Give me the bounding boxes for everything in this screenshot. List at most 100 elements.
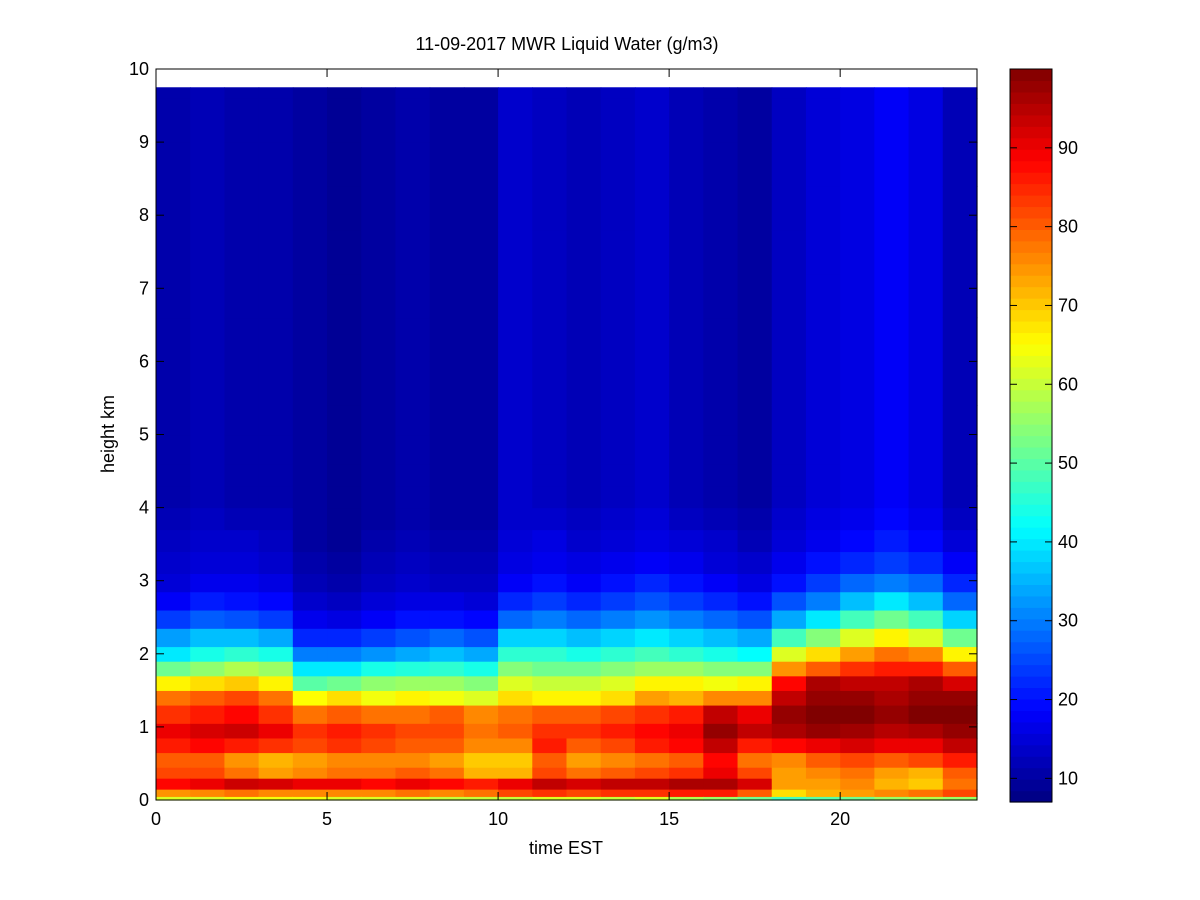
heatmap-cell	[669, 142, 704, 187]
heatmap-cell	[258, 434, 294, 465]
heatmap-cell	[463, 273, 499, 319]
heatmap-cell	[498, 185, 533, 231]
heatmap-cell	[771, 507, 807, 531]
heatmap-cell	[498, 767, 533, 779]
heatmap-cell	[463, 723, 499, 739]
heatmap-cell	[327, 273, 362, 319]
heatmap-cell	[634, 591, 670, 611]
heatmap-cell	[737, 737, 773, 754]
heatmap-cell	[292, 361, 328, 406]
colorbar-band	[1010, 630, 1052, 643]
colorbar-band	[1010, 733, 1052, 746]
heatmap-cell	[566, 87, 602, 99]
heatmap-cell	[805, 609, 841, 629]
heatmap-cell	[942, 704, 978, 724]
heatmap-cell	[908, 317, 944, 362]
heatmap-cell	[566, 723, 602, 739]
heatmap-cell	[669, 87, 704, 99]
x-axis-ticks: 0 5 10 15 20	[151, 69, 850, 829]
heatmap-cell	[395, 529, 431, 553]
heatmap-cell	[532, 142, 568, 187]
heatmap-cell	[498, 796, 533, 801]
heatmap-cell	[258, 789, 294, 797]
heatmap-cell	[771, 778, 807, 790]
heatmap-cell	[908, 752, 944, 768]
heatmap-cell	[395, 485, 431, 509]
heatmap-cell	[942, 87, 978, 99]
heatmap-cell	[566, 551, 602, 574]
heatmap-cell	[771, 767, 807, 779]
heatmap-cell	[771, 87, 807, 99]
heatmap-cell	[771, 142, 807, 187]
heatmap-cell	[737, 142, 773, 187]
heatmap-cell	[669, 646, 704, 662]
heatmap-cell	[429, 463, 465, 487]
heatmap-cell	[942, 675, 978, 691]
heatmap-cell	[874, 778, 910, 790]
heatmap-cell	[874, 789, 910, 797]
heatmap-cell	[327, 767, 362, 779]
heatmap-cell	[498, 98, 533, 143]
heatmap-cell	[669, 229, 704, 275]
heatmap-cell	[395, 142, 431, 187]
heatmap-cell	[942, 609, 978, 629]
heatmap-cell	[190, 767, 226, 779]
heatmap-cell	[805, 737, 841, 754]
heatmap-cell	[327, 796, 362, 801]
heatmap-cell	[258, 405, 294, 436]
y-tick-label: 1	[139, 717, 149, 737]
heatmap-cell	[908, 485, 944, 509]
heatmap-cell	[361, 661, 397, 677]
heatmap-cell	[669, 690, 704, 706]
heatmap-cell	[258, 87, 294, 99]
heatmap-cell	[429, 142, 465, 187]
heatmap-cell	[327, 704, 362, 724]
heatmap-cell	[498, 87, 533, 99]
colorbar-band	[1010, 607, 1052, 620]
colorbar-band	[1010, 538, 1052, 551]
colorbar-band	[1010, 595, 1052, 608]
heatmap-cell	[395, 704, 431, 724]
heatmap-cell	[942, 789, 978, 797]
heatmap-cell	[942, 752, 978, 768]
heatmap-cell	[395, 796, 431, 801]
colorbar-band	[1010, 355, 1052, 368]
heatmap-cell	[634, 229, 670, 275]
heatmap-cell	[600, 185, 636, 231]
heatmap-cell	[771, 573, 807, 593]
heatmap-cell	[395, 723, 431, 739]
heatmap-cell	[156, 752, 191, 768]
colorbar-tick-label: 40	[1058, 532, 1078, 552]
heatmap-cell	[600, 405, 636, 436]
heatmap-cell	[634, 573, 670, 593]
heatmap-cell	[429, 591, 465, 611]
heatmap-cell	[874, 609, 910, 629]
heatmap-cell	[566, 628, 602, 648]
heatmap-cell	[669, 723, 704, 739]
heatmap-cell	[805, 507, 841, 531]
heatmap-cell	[361, 98, 397, 143]
heatmap-cell	[532, 675, 568, 691]
heatmap-cell	[361, 507, 397, 531]
x-tick-label: 0	[151, 809, 161, 829]
heatmap-cell	[669, 675, 704, 691]
heatmap-cell	[566, 529, 602, 553]
heatmap-cell	[669, 737, 704, 754]
heatmap-cell	[737, 185, 773, 231]
heatmap-cell	[190, 752, 226, 768]
heatmap-cell	[395, 573, 431, 593]
heatmap-cell	[669, 273, 704, 319]
heatmap-cell	[703, 485, 739, 509]
heatmap-cell	[292, 704, 328, 724]
heatmap-cell	[600, 361, 636, 406]
heatmap-cell	[463, 675, 499, 691]
heatmap-cell	[840, 591, 875, 611]
heatmap-cell	[942, 628, 978, 648]
heatmap-cell	[908, 704, 944, 724]
heatmap-cell	[292, 229, 328, 275]
heatmap-cell	[669, 796, 704, 801]
heatmap-cell	[634, 361, 670, 406]
heatmap-cell	[429, 273, 465, 319]
heatmap-cell	[190, 778, 226, 790]
heatmap-cell	[566, 229, 602, 275]
